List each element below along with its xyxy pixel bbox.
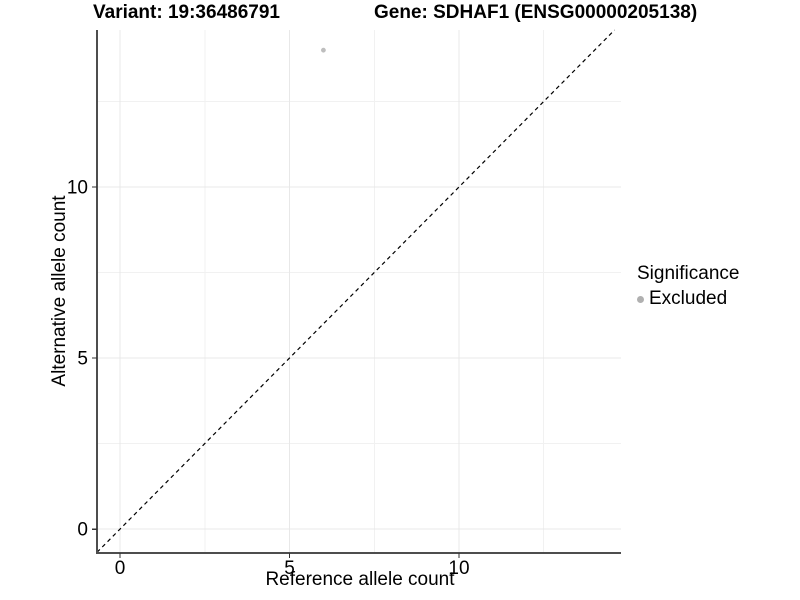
y-tick-label: 5 [77, 349, 88, 370]
legend-title: Significance [637, 263, 740, 284]
x-tick-label: 0 [115, 558, 126, 579]
y-axis-label: Alternative allele count [49, 195, 70, 387]
y-tick-label: 0 [77, 520, 88, 541]
legend-point-icon [637, 295, 644, 303]
legend-item-label: Excluded [649, 288, 728, 309]
x-axis-label: Reference allele count [265, 569, 455, 590]
data-point [321, 47, 326, 53]
x-tick-label: 10 [448, 558, 469, 579]
y-tick-label: 10 [67, 178, 88, 199]
x-tick-label: 5 [284, 558, 295, 579]
identity-line [96, 29, 615, 553]
legend-item-excluded: Excluded [637, 288, 739, 310]
plot-title-gene: Gene: SDHAF1 (ENSG00000205138) [374, 2, 698, 23]
legend: Significance Excluded [637, 263, 739, 310]
plot-title-variant: Variant: 19:36486791 [93, 2, 280, 23]
